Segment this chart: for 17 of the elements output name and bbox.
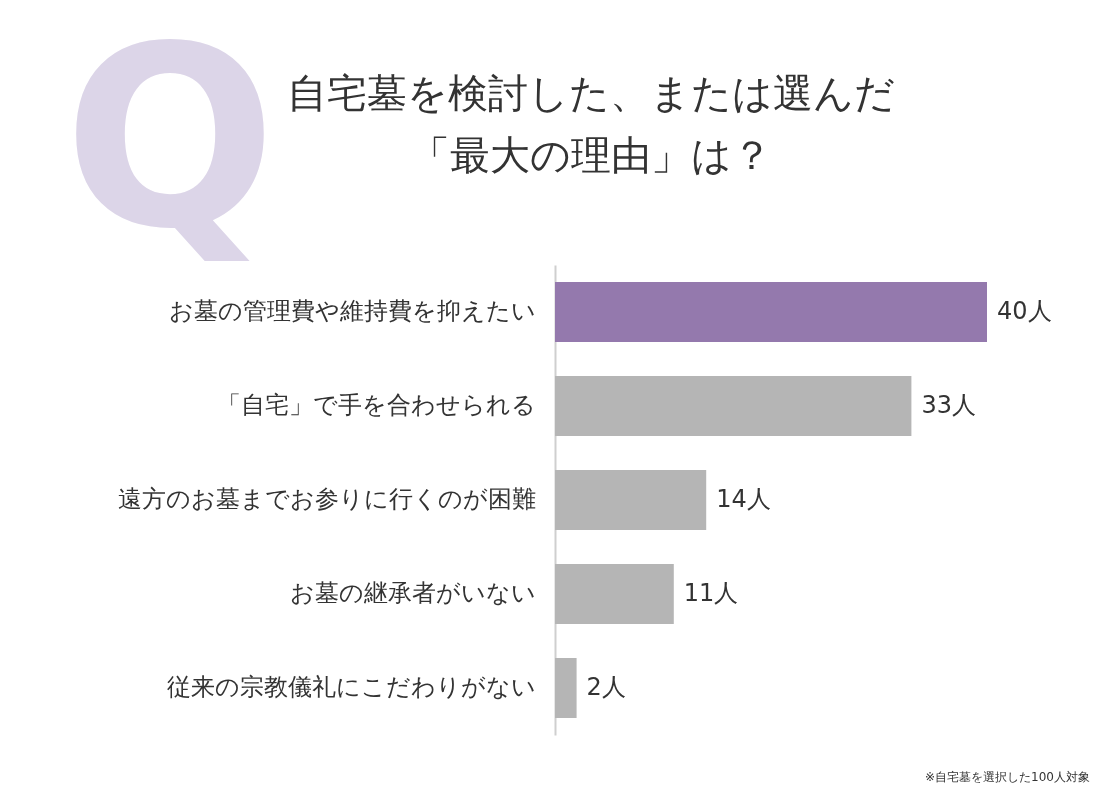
chart-title: 自宅墓を検討した、または選んだ「最大の理由」は？ xyxy=(287,70,895,178)
bar xyxy=(555,564,674,624)
y-tick-label: 「自宅」で手を合わせられる xyxy=(216,391,536,419)
data-label: 2人 xyxy=(586,673,626,701)
data-label: 40人 xyxy=(997,297,1052,325)
data-label: 11人 xyxy=(683,579,739,607)
y-tick-label: 従来の宗教儀礼にこだわりがない xyxy=(166,673,536,701)
bar xyxy=(555,658,577,718)
data-label: 33人 xyxy=(921,391,976,419)
bar xyxy=(555,376,912,436)
bar xyxy=(555,282,987,342)
data-label: 14人 xyxy=(716,485,771,513)
y-tick-label: 遠方のお墓までお参りに行くのが困難 xyxy=(117,485,536,513)
bar xyxy=(555,470,707,530)
y-tick-label: お墓の継承者がいない xyxy=(289,579,536,607)
text: ※自宅墓を選択した100人対象 xyxy=(925,770,1090,784)
y-tick-label: お墓の管理費や維持費を抑えたい xyxy=(168,297,536,325)
